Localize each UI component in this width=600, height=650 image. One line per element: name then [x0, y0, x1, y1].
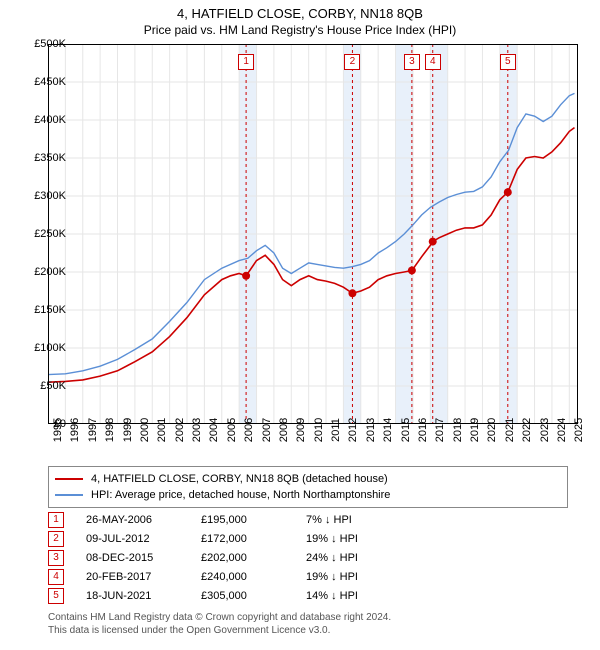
x-tick-label: 1995	[52, 418, 64, 442]
legend-swatch-hpi	[55, 494, 83, 496]
x-tick-label: 2011	[330, 418, 342, 442]
transaction-price: £172,000	[201, 533, 306, 545]
transaction-price: £202,000	[201, 552, 306, 564]
event-badge: 5	[500, 54, 516, 70]
transaction-price: £305,000	[201, 590, 306, 602]
legend-row-property: 4, HATFIELD CLOSE, CORBY, NN18 8QB (deta…	[55, 471, 561, 487]
chart-svg	[48, 44, 578, 424]
x-tick-label: 2014	[382, 418, 394, 442]
transaction-date: 18-JUN-2021	[86, 590, 201, 602]
x-tick-label: 2024	[556, 418, 568, 442]
y-tick-label: £300K	[16, 190, 66, 202]
x-tick-label: 2017	[434, 418, 446, 442]
y-tick-label: £350K	[16, 152, 66, 164]
x-tick-label: 2000	[139, 418, 151, 442]
y-tick-label: £250K	[16, 228, 66, 240]
transaction-date: 20-FEB-2017	[86, 571, 201, 583]
legend-label-property: 4, HATFIELD CLOSE, CORBY, NN18 8QB (deta…	[91, 473, 388, 485]
transaction-badge: 1	[48, 512, 64, 528]
x-tick-label: 2023	[539, 418, 551, 442]
chart-title: 4, HATFIELD CLOSE, CORBY, NN18 8QB	[0, 0, 600, 21]
event-badge: 3	[404, 54, 420, 70]
x-tick-label: 1998	[104, 418, 116, 442]
event-badge: 1	[238, 54, 254, 70]
transaction-row: 2 09-JUL-2012£172,00019% ↓ HPI	[48, 529, 406, 548]
event-badge: 2	[344, 54, 360, 70]
x-tick-label: 2018	[452, 418, 464, 442]
transaction-price: £240,000	[201, 571, 306, 583]
x-tick-label: 1996	[69, 418, 81, 442]
transaction-date: 26-MAY-2006	[86, 514, 201, 526]
transaction-row: 5 18-JUN-2021£305,00014% ↓ HPI	[48, 586, 406, 605]
y-tick-label: £150K	[16, 304, 66, 316]
x-tick-label: 2013	[365, 418, 377, 442]
transaction-badge: 4	[48, 569, 64, 585]
x-tick-label: 2010	[313, 418, 325, 442]
x-tick-label: 2012	[347, 418, 359, 442]
y-tick-label: £100K	[16, 342, 66, 354]
x-tick-label: 1999	[122, 418, 134, 442]
x-tick-label: 2003	[191, 418, 203, 442]
transaction-diff: 19% ↓ HPI	[306, 533, 406, 545]
chart-subtitle: Price paid vs. HM Land Registry's House …	[0, 21, 600, 41]
x-tick-label: 2004	[208, 418, 220, 442]
transaction-diff: 14% ↓ HPI	[306, 590, 406, 602]
legend-row-hpi: HPI: Average price, detached house, Nort…	[55, 487, 561, 503]
x-tick-label: 2022	[521, 418, 533, 442]
y-tick-label: £500K	[16, 38, 66, 50]
x-tick-label: 2006	[243, 418, 255, 442]
x-tick-label: 1997	[87, 418, 99, 442]
x-tick-label: 2021	[504, 418, 516, 442]
transaction-date: 08-DEC-2015	[86, 552, 201, 564]
x-tick-label: 2019	[469, 418, 481, 442]
x-tick-label: 2016	[417, 418, 429, 442]
x-tick-label: 2008	[278, 418, 290, 442]
x-tick-label: 2007	[261, 418, 273, 442]
x-tick-label: 2025	[573, 418, 585, 442]
transaction-price: £195,000	[201, 514, 306, 526]
transaction-row: 4 20-FEB-2017£240,00019% ↓ HPI	[48, 567, 406, 586]
footnote: Contains HM Land Registry data © Crown c…	[48, 612, 391, 637]
transaction-row: 3 08-DEC-2015£202,00024% ↓ HPI	[48, 548, 406, 567]
y-tick-label: £400K	[16, 114, 66, 126]
footnote-line1: Contains HM Land Registry data © Crown c…	[48, 612, 391, 625]
footnote-line2: This data is licensed under the Open Gov…	[48, 625, 391, 638]
legend-label-hpi: HPI: Average price, detached house, Nort…	[91, 489, 390, 501]
x-tick-label: 2009	[295, 418, 307, 442]
transaction-date: 09-JUL-2012	[86, 533, 201, 545]
legend: 4, HATFIELD CLOSE, CORBY, NN18 8QB (deta…	[48, 466, 568, 508]
legend-swatch-property	[55, 478, 83, 480]
x-tick-label: 2005	[226, 418, 238, 442]
transaction-row: 1 26-MAY-2006£195,0007% ↓ HPI	[48, 510, 406, 529]
transactions-table: 1 26-MAY-2006£195,0007% ↓ HPI 2 09-JUL-2012…	[48, 510, 406, 605]
y-tick-label: £200K	[16, 266, 66, 278]
x-tick-label: 2015	[400, 418, 412, 442]
transaction-diff: 24% ↓ HPI	[306, 552, 406, 564]
x-tick-label: 2002	[174, 418, 186, 442]
chart-container: 4, HATFIELD CLOSE, CORBY, NN18 8QB Price…	[0, 0, 600, 650]
transaction-badge: 5	[48, 588, 64, 604]
transaction-diff: 7% ↓ HPI	[306, 514, 406, 526]
x-tick-label: 2001	[156, 418, 168, 442]
chart-plot-area	[48, 44, 578, 424]
y-tick-label: £50K	[16, 380, 66, 392]
transaction-diff: 19% ↓ HPI	[306, 571, 406, 583]
transaction-badge: 2	[48, 531, 64, 547]
event-badge: 4	[425, 54, 441, 70]
transaction-badge: 3	[48, 550, 64, 566]
x-tick-label: 2020	[486, 418, 498, 442]
y-tick-label: £450K	[16, 76, 66, 88]
